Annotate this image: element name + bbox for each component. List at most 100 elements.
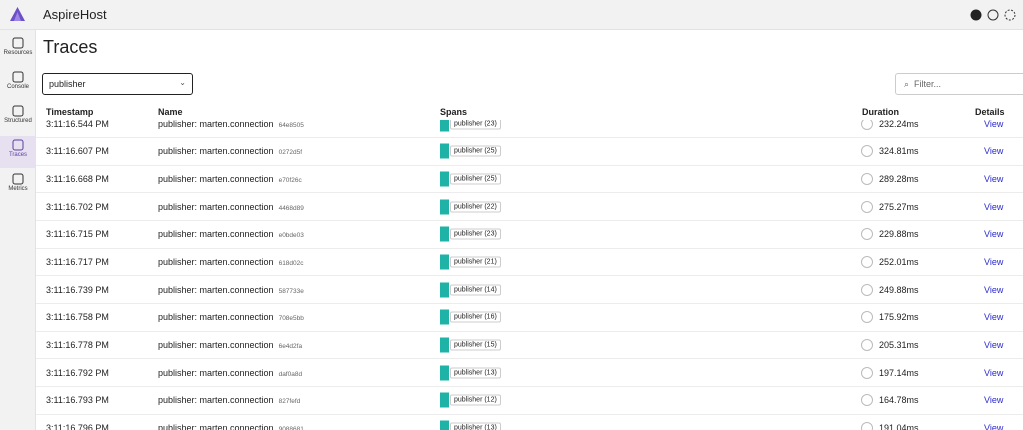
name-cell: publisher: marten.connection 618d02c xyxy=(158,257,304,267)
trace-id: 827fefd xyxy=(278,398,301,406)
name-cell: publisher: marten.connection 708e5bb xyxy=(158,312,304,322)
filter-input[interactable]: ⌕ Filter... xyxy=(895,73,1023,95)
top-icons[interactable] xyxy=(970,8,1020,22)
trace-name: publisher: marten.connection xyxy=(158,312,274,323)
nav-item[interactable]: Traces xyxy=(0,136,36,168)
duration: 205.31ms xyxy=(879,340,919,351)
table-row: 3:11:16.792 PM publisher: marten.connecti… xyxy=(36,359,1023,388)
name-cell: publisher: marten.connection e70f26c xyxy=(158,174,302,184)
view-link[interactable]: View xyxy=(984,395,1004,406)
span-label: publisher (13) xyxy=(450,422,501,430)
timestamp: 3:11:16.702 PM xyxy=(46,201,109,212)
nav-label: Metrics xyxy=(8,186,28,192)
timestamp: 3:11:16.717 PM xyxy=(46,256,109,267)
timestamp: 3:11:16.715 PM xyxy=(46,229,109,240)
trace-name: publisher: marten.connection xyxy=(158,367,274,378)
duration: 197.14ms xyxy=(879,367,919,378)
span-label: publisher (22) xyxy=(450,201,501,213)
nav-icon xyxy=(12,37,24,49)
view-link[interactable]: View xyxy=(984,173,1004,184)
nav-item[interactable]: Resources xyxy=(0,34,36,66)
span-label: publisher (25) xyxy=(450,145,501,157)
table-row: 3:11:16.758 PM publisher: marten.connecti… xyxy=(36,304,1023,332)
logo xyxy=(10,7,25,21)
span-label: publisher (15) xyxy=(450,339,501,351)
duration-icon xyxy=(861,394,873,407)
nav-item[interactable]: Structured xyxy=(0,102,36,134)
nav-item[interactable]: Metrics xyxy=(0,170,36,202)
span-bar xyxy=(440,309,449,325)
trace-id: 708e5bb xyxy=(278,315,304,323)
column-header: Duration xyxy=(862,107,899,117)
nav-label: Traces xyxy=(8,152,28,158)
trace-id: 4468d89 xyxy=(278,204,304,212)
trace-name: publisher: marten.connection xyxy=(158,284,274,295)
nav-item[interactable]: Console xyxy=(0,68,36,100)
duration-icon xyxy=(861,366,873,379)
table-row: 3:11:16.717 PM publisher: marten.connecti… xyxy=(36,249,1023,277)
duration: 191.04ms xyxy=(879,423,919,430)
name-cell: publisher: marten.connection 6e4d2fa xyxy=(158,340,302,350)
chevron: ⌄ xyxy=(179,78,186,87)
view-link[interactable]: View xyxy=(984,367,1004,378)
column-header: Details xyxy=(975,107,1005,117)
view-link[interactable]: View xyxy=(984,423,1004,430)
duration-icon xyxy=(861,311,873,324)
span-bar xyxy=(440,392,449,408)
duration-icon xyxy=(861,200,873,213)
span-label: publisher (25) xyxy=(450,173,501,185)
name-cell: publisher: marten.connection 64e8505 xyxy=(158,120,304,129)
view-link[interactable]: View xyxy=(984,312,1004,323)
duration: 229.88ms xyxy=(879,229,919,240)
duration-icon xyxy=(861,255,873,268)
trace-id: 618d02c xyxy=(278,259,304,267)
name-cell: publisher: marten.connection 0272d5f xyxy=(158,146,302,156)
duration: 289.28ms xyxy=(879,173,919,184)
span-label: publisher (12) xyxy=(450,394,501,406)
trace-name: publisher: marten.connection xyxy=(158,229,274,240)
view-link[interactable]: View xyxy=(984,256,1004,267)
table-row: 3:11:16.796 PM publisher: marten.connecti… xyxy=(36,415,1023,430)
table-row: 3:11:16.702 PM publisher: marten.connecti… xyxy=(36,193,1023,221)
view-link[interactable]: View xyxy=(984,284,1004,295)
duration-icon xyxy=(861,145,873,158)
table-row: 3:11:16.607 PM publisher: marten.connecti… xyxy=(36,138,1023,166)
timestamp: 3:11:16.793 PM xyxy=(46,395,109,406)
trace-name: publisher: marten.connection xyxy=(158,423,274,430)
name-cell: publisher: marten.connection 9088681 xyxy=(158,423,304,430)
span-bar xyxy=(440,282,449,298)
span-bar xyxy=(440,199,449,215)
span-label: publisher (23) xyxy=(450,120,501,129)
top-bar: AspireHost xyxy=(0,0,1023,30)
view-link[interactable]: View xyxy=(984,201,1004,212)
column-header: Timestamp xyxy=(46,107,94,117)
table-row: 3:11:16.778 PM publisher: marten.connecti… xyxy=(36,332,1023,360)
app-title: AspireHost xyxy=(43,7,107,22)
span-label: publisher (23) xyxy=(450,228,501,240)
duration-icon xyxy=(861,339,873,352)
view-link[interactable]: View xyxy=(984,229,1004,240)
duration-icon xyxy=(861,228,873,241)
view-link[interactable]: View xyxy=(984,120,1004,129)
timestamp: 3:11:16.739 PM xyxy=(46,284,109,295)
column-header: Spans xyxy=(440,107,468,117)
timestamp: 3:11:16.668 PM xyxy=(46,173,109,184)
nav-icon xyxy=(12,173,24,185)
trace-id: e70f26c xyxy=(278,176,302,184)
span-bar xyxy=(440,120,449,131)
trace-id: 587733e xyxy=(278,287,304,295)
name-cell: publisher: marten.connection e0bde03 xyxy=(158,229,304,239)
view-link[interactable]: View xyxy=(984,146,1004,157)
trace-name: publisher: marten.connection xyxy=(158,256,274,267)
view-link[interactable]: View xyxy=(984,340,1004,351)
name-cell: publisher: marten.connection 827fefd xyxy=(158,395,300,405)
select[interactable]: publisher ⌄ xyxy=(42,73,193,95)
duration-icon xyxy=(861,422,873,430)
table-row: 3:11:16.793 PM publisher: marten.connecti… xyxy=(36,387,1023,415)
span-bar xyxy=(440,171,449,187)
duration: 275.27ms xyxy=(879,201,919,212)
filter-placeholder: Filter... xyxy=(914,79,942,89)
duration: 249.88ms xyxy=(879,284,919,295)
nav-icon xyxy=(12,71,24,83)
